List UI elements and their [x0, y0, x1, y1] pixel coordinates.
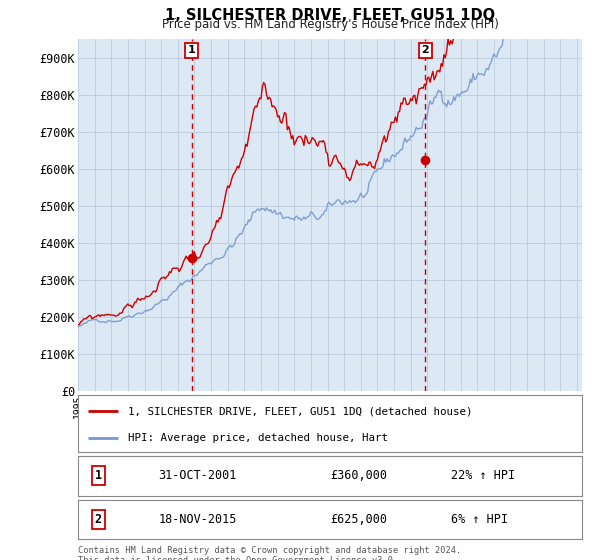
Text: £360,000: £360,000 — [330, 469, 387, 482]
Text: 31-OCT-2001: 31-OCT-2001 — [158, 469, 237, 482]
Text: HPI: Average price, detached house, Hart: HPI: Average price, detached house, Hart — [128, 433, 388, 443]
Text: Contains HM Land Registry data © Crown copyright and database right 2024.
This d: Contains HM Land Registry data © Crown c… — [78, 546, 461, 560]
Text: 22% ↑ HPI: 22% ↑ HPI — [451, 469, 515, 482]
Text: 1: 1 — [95, 469, 102, 482]
Text: 1: 1 — [188, 45, 196, 55]
Text: Price paid vs. HM Land Registry's House Price Index (HPI): Price paid vs. HM Land Registry's House … — [161, 18, 499, 31]
Text: 2: 2 — [421, 45, 429, 55]
Text: 6% ↑ HPI: 6% ↑ HPI — [451, 513, 508, 526]
Text: £625,000: £625,000 — [330, 513, 387, 526]
Title: 1, SILCHESTER DRIVE, FLEET, GU51 1DQ: 1, SILCHESTER DRIVE, FLEET, GU51 1DQ — [165, 8, 495, 23]
Text: 2: 2 — [95, 513, 102, 526]
Text: 1, SILCHESTER DRIVE, FLEET, GU51 1DQ (detached house): 1, SILCHESTER DRIVE, FLEET, GU51 1DQ (de… — [128, 406, 473, 416]
Text: 18-NOV-2015: 18-NOV-2015 — [158, 513, 237, 526]
